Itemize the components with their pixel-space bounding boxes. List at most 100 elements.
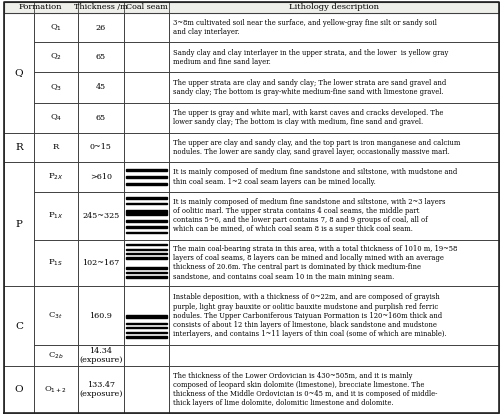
Text: Instable deposition, with a thickness of 0~22m, and are composed of grayish
purp: Instable deposition, with a thickness of… [173, 293, 446, 338]
Text: P$_{1S}$: P$_{1S}$ [48, 258, 63, 268]
Text: R: R [52, 143, 59, 151]
Polygon shape [4, 162, 34, 286]
Text: Lithology description: Lithology description [289, 3, 379, 12]
Text: P$_{1X}$: P$_{1X}$ [48, 210, 64, 221]
Text: Q$_4$: Q$_4$ [50, 112, 62, 123]
Polygon shape [78, 13, 124, 42]
Polygon shape [124, 132, 169, 162]
Polygon shape [78, 286, 124, 345]
Polygon shape [34, 239, 78, 286]
Polygon shape [169, 345, 499, 366]
Text: C: C [15, 322, 23, 331]
Text: The upper are clay and sandy clay, and the top part is iron manganese and calciu: The upper are clay and sandy clay, and t… [173, 139, 461, 156]
Polygon shape [34, 42, 78, 72]
Polygon shape [4, 2, 499, 13]
Polygon shape [169, 366, 499, 413]
Polygon shape [126, 327, 167, 329]
Polygon shape [124, 72, 169, 103]
Polygon shape [126, 220, 167, 222]
Polygon shape [4, 366, 34, 413]
Polygon shape [124, 239, 169, 286]
Polygon shape [126, 232, 167, 233]
Polygon shape [126, 210, 167, 215]
Polygon shape [169, 192, 499, 239]
Polygon shape [34, 132, 78, 162]
Text: 133.47
(exposure): 133.47 (exposure) [79, 381, 122, 398]
Polygon shape [78, 103, 124, 132]
Polygon shape [169, 42, 499, 72]
Text: It is mainly composed of medium fine sandstone and siltstone, with mudstone and
: It is mainly composed of medium fine san… [173, 168, 457, 186]
Polygon shape [78, 345, 124, 366]
Text: C$_{2b}$: C$_{2b}$ [48, 351, 64, 361]
Polygon shape [78, 132, 124, 162]
Polygon shape [34, 286, 78, 345]
Polygon shape [34, 366, 78, 413]
Polygon shape [124, 192, 169, 239]
Text: 65: 65 [96, 114, 106, 122]
Text: 160.9: 160.9 [90, 312, 112, 320]
Polygon shape [126, 337, 167, 338]
Polygon shape [126, 332, 167, 333]
Text: The upper is gray and white marl, with karst caves and cracks developed. The
low: The upper is gray and white marl, with k… [173, 109, 444, 126]
Polygon shape [126, 253, 167, 254]
Polygon shape [124, 345, 169, 366]
Polygon shape [4, 13, 34, 132]
Polygon shape [126, 267, 167, 269]
Text: P$_{2X}$: P$_{2X}$ [48, 172, 64, 182]
Polygon shape [34, 103, 78, 132]
Polygon shape [78, 239, 124, 286]
Polygon shape [126, 183, 167, 185]
Polygon shape [124, 366, 169, 413]
Text: Q$_2$: Q$_2$ [50, 52, 62, 62]
Polygon shape [78, 72, 124, 103]
Polygon shape [169, 286, 499, 345]
Text: 245~325: 245~325 [82, 212, 120, 220]
Polygon shape [126, 176, 167, 178]
Text: 102~167: 102~167 [82, 259, 120, 267]
Text: P: P [16, 220, 22, 229]
Polygon shape [4, 132, 34, 162]
Text: O: O [14, 385, 24, 394]
Polygon shape [169, 132, 499, 162]
Polygon shape [126, 276, 167, 278]
Polygon shape [34, 72, 78, 103]
Polygon shape [34, 162, 78, 192]
Text: Formation: Formation [19, 3, 62, 12]
Polygon shape [126, 272, 167, 273]
Polygon shape [126, 249, 167, 250]
Text: The upper strata are clay and sandy clay; The lower strata are sand gravel and
s: The upper strata are clay and sandy clay… [173, 79, 446, 96]
Polygon shape [78, 162, 124, 192]
Polygon shape [124, 13, 169, 42]
Polygon shape [34, 345, 78, 366]
Polygon shape [126, 257, 167, 259]
Polygon shape [126, 226, 167, 228]
Polygon shape [78, 42, 124, 72]
Text: 14.34
(exposure): 14.34 (exposure) [79, 347, 122, 364]
Text: 45: 45 [96, 83, 106, 91]
Text: O$_{1+2}$: O$_{1+2}$ [44, 384, 68, 395]
Polygon shape [34, 13, 78, 42]
Polygon shape [169, 13, 499, 42]
Polygon shape [78, 192, 124, 239]
Text: It is mainly composed of medium fine sandstone and siltstone, with 2~3 layers
of: It is mainly composed of medium fine san… [173, 198, 446, 234]
Text: 26: 26 [96, 24, 106, 32]
Polygon shape [78, 366, 124, 413]
Polygon shape [126, 244, 167, 245]
Text: 65: 65 [96, 53, 106, 61]
Text: 3~8m cultivated soil near the surface, and yellow-gray fine silt or sandy soil
a: 3~8m cultivated soil near the surface, a… [173, 19, 437, 36]
Polygon shape [124, 286, 169, 345]
Text: Coal seam: Coal seam [126, 3, 168, 12]
Text: Q$_1$: Q$_1$ [50, 22, 62, 33]
Text: >610: >610 [90, 173, 112, 181]
Polygon shape [34, 192, 78, 239]
Text: Thickness /m: Thickness /m [74, 3, 128, 12]
Polygon shape [169, 239, 499, 286]
Text: Q: Q [14, 68, 24, 77]
Polygon shape [124, 103, 169, 132]
Polygon shape [126, 315, 167, 318]
Polygon shape [126, 169, 167, 171]
Polygon shape [169, 162, 499, 192]
Polygon shape [4, 286, 34, 366]
Polygon shape [126, 203, 167, 204]
Polygon shape [126, 322, 167, 324]
